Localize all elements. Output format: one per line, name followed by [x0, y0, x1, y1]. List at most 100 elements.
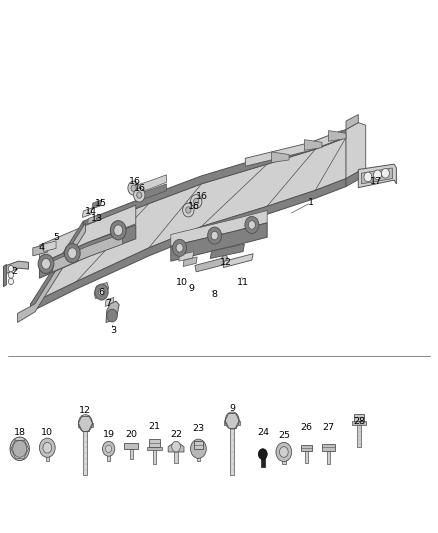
Circle shape	[183, 203, 194, 217]
Text: 25: 25	[278, 432, 290, 440]
Bar	[301, 445, 312, 451]
Circle shape	[186, 207, 191, 213]
Bar	[352, 421, 366, 425]
Polygon shape	[77, 225, 83, 285]
Text: 21: 21	[148, 422, 161, 431]
Circle shape	[131, 185, 136, 191]
Polygon shape	[39, 205, 136, 264]
Text: 27: 27	[322, 423, 335, 432]
Polygon shape	[179, 252, 194, 261]
Circle shape	[191, 439, 206, 458]
Bar	[46, 445, 49, 461]
Polygon shape	[136, 175, 166, 193]
Circle shape	[225, 412, 239, 429]
Text: 14: 14	[85, 207, 97, 216]
Bar	[83, 427, 88, 475]
Polygon shape	[358, 164, 396, 188]
Circle shape	[176, 244, 183, 252]
Circle shape	[128, 181, 139, 195]
Text: 1: 1	[308, 198, 314, 207]
Circle shape	[13, 440, 27, 457]
Polygon shape	[149, 164, 267, 248]
Polygon shape	[53, 233, 123, 272]
Bar	[194, 441, 203, 449]
Bar	[107, 447, 110, 461]
Circle shape	[276, 442, 292, 462]
Text: 7: 7	[106, 300, 112, 308]
Polygon shape	[18, 223, 85, 322]
Circle shape	[114, 225, 123, 236]
Text: 6: 6	[99, 288, 105, 296]
Circle shape	[134, 188, 145, 202]
Bar	[322, 444, 335, 451]
Bar	[174, 451, 178, 463]
Circle shape	[110, 221, 126, 240]
Polygon shape	[33, 244, 47, 256]
Polygon shape	[361, 168, 392, 184]
Polygon shape	[346, 169, 366, 187]
Text: 16: 16	[196, 192, 208, 200]
Text: 20: 20	[125, 430, 138, 439]
Polygon shape	[171, 211, 267, 246]
Polygon shape	[44, 241, 56, 252]
Polygon shape	[304, 140, 322, 150]
Polygon shape	[94, 282, 109, 298]
Text: 18: 18	[14, 429, 26, 437]
Text: 9: 9	[188, 285, 194, 293]
Text: 11: 11	[237, 278, 249, 287]
Text: 28: 28	[353, 417, 365, 425]
Text: 4: 4	[39, 244, 45, 252]
Polygon shape	[267, 138, 346, 206]
Polygon shape	[272, 152, 289, 163]
Text: 17: 17	[370, 177, 382, 185]
Bar	[153, 448, 156, 464]
Polygon shape	[92, 200, 102, 209]
Text: 16: 16	[129, 177, 141, 185]
Bar	[282, 450, 286, 464]
Bar	[130, 449, 133, 459]
Bar	[261, 456, 265, 467]
Bar	[354, 414, 364, 421]
Text: 10: 10	[176, 278, 188, 287]
Circle shape	[38, 254, 54, 273]
Text: 2: 2	[11, 268, 17, 276]
Text: 12: 12	[79, 406, 92, 415]
Text: 13: 13	[91, 214, 103, 223]
Bar	[357, 425, 361, 447]
Text: 16: 16	[187, 203, 200, 211]
Polygon shape	[168, 441, 184, 452]
Polygon shape	[171, 223, 267, 261]
Polygon shape	[346, 115, 358, 130]
Circle shape	[374, 170, 381, 180]
Text: 16: 16	[134, 184, 146, 193]
Text: 5: 5	[53, 233, 59, 241]
Bar	[230, 425, 234, 475]
Polygon shape	[346, 123, 366, 179]
Circle shape	[95, 284, 108, 300]
Bar	[18, 449, 21, 459]
Bar	[224, 421, 240, 425]
Circle shape	[172, 441, 180, 452]
Circle shape	[8, 272, 14, 278]
Circle shape	[43, 442, 52, 453]
Polygon shape	[245, 131, 342, 166]
Polygon shape	[31, 179, 346, 312]
Polygon shape	[39, 225, 136, 278]
Circle shape	[279, 447, 288, 457]
Polygon shape	[83, 130, 346, 229]
Text: 8: 8	[212, 290, 218, 298]
Circle shape	[364, 172, 372, 182]
Text: 9: 9	[229, 404, 235, 413]
Circle shape	[194, 198, 199, 205]
Polygon shape	[88, 215, 97, 224]
Circle shape	[106, 445, 112, 453]
Circle shape	[173, 239, 187, 256]
Bar	[124, 443, 138, 449]
Bar	[149, 439, 160, 447]
Circle shape	[248, 221, 255, 229]
Circle shape	[191, 195, 202, 208]
Circle shape	[68, 248, 77, 259]
Circle shape	[42, 259, 50, 269]
Bar	[78, 423, 93, 427]
Text: 3: 3	[110, 326, 116, 335]
